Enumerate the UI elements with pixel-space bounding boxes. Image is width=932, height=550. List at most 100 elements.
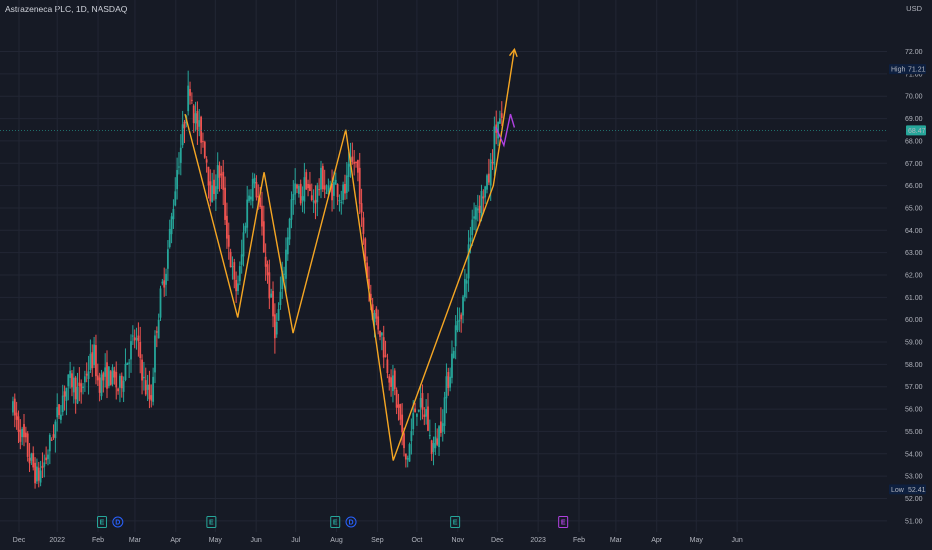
candle-body <box>307 184 309 189</box>
candle-body <box>473 216 475 219</box>
y-tick-label: 58.00 <box>905 362 923 369</box>
candle-body <box>96 375 99 381</box>
candle-body <box>63 391 66 397</box>
candle-body <box>109 371 112 386</box>
candle-body <box>36 466 38 482</box>
candle-body <box>202 141 204 143</box>
candle-body <box>207 166 210 186</box>
candle-body <box>353 162 356 164</box>
candle-body <box>222 171 225 190</box>
candle-body <box>288 218 291 240</box>
y-tick-label: 68.00 <box>905 138 923 145</box>
candle-body <box>301 196 304 201</box>
candle-body <box>220 173 223 176</box>
candle-body <box>52 434 55 438</box>
candle-body <box>384 355 387 357</box>
candle-body <box>441 423 444 432</box>
x-tick-label: Jul <box>291 537 300 544</box>
candle-body <box>439 421 442 433</box>
candle-body <box>380 332 383 336</box>
candle-body <box>340 202 343 204</box>
candle-body <box>438 426 440 448</box>
candle-body <box>124 363 127 381</box>
candle-body <box>393 370 396 390</box>
candle-body <box>131 335 134 337</box>
candle-body <box>404 453 407 460</box>
candle-body <box>196 110 199 130</box>
candle-body <box>107 366 110 387</box>
candle-body <box>122 380 125 392</box>
candle-body <box>159 288 162 318</box>
candle-body <box>253 177 256 184</box>
candle-body <box>338 200 341 202</box>
high-value-bg <box>906 64 926 75</box>
event-letter: E <box>100 520 105 527</box>
candle-body <box>190 99 193 101</box>
x-tick-label: Mar <box>610 537 623 544</box>
candle-body <box>255 182 258 198</box>
candle-body <box>366 262 369 278</box>
candle-body <box>216 165 219 189</box>
candle-body <box>135 338 138 340</box>
candle-body <box>21 428 24 438</box>
candle-body <box>214 186 217 200</box>
candle-body <box>198 120 201 127</box>
last-price-value-bg <box>906 125 926 136</box>
event-dividend-marker <box>112 516 124 528</box>
candle-body <box>386 359 389 374</box>
x-tick-label: Feb <box>573 537 585 544</box>
candle-body <box>270 293 273 298</box>
candle-body <box>379 330 381 337</box>
candle-body <box>172 208 175 220</box>
candle-body <box>261 205 263 227</box>
candle-body <box>318 189 321 191</box>
candle-body <box>58 404 60 416</box>
candle-body <box>85 373 88 376</box>
x-tick-label: Sep <box>371 537 384 544</box>
y-tick-label: 60.00 <box>905 317 923 324</box>
y-tick-label: 62.00 <box>905 273 923 280</box>
candle-body <box>480 191 483 219</box>
pattern-drawing <box>184 47 518 461</box>
event-earnings-marker <box>206 516 217 528</box>
candle-body <box>403 433 405 449</box>
candle-body <box>395 389 398 408</box>
candle-body <box>189 89 191 96</box>
candle-body <box>47 454 49 460</box>
candle-body <box>421 393 424 410</box>
candle-body <box>113 370 116 378</box>
candle-body <box>194 113 197 124</box>
candle-body <box>213 179 215 194</box>
candle-body <box>484 186 487 198</box>
candle-body <box>39 470 42 483</box>
candle-body <box>355 161 357 164</box>
candle-body <box>487 173 490 183</box>
candle-body <box>286 237 289 255</box>
candle-body <box>76 386 79 404</box>
candle-body <box>178 166 180 168</box>
x-tick-label: Jun <box>731 537 742 544</box>
candle-body <box>56 407 59 418</box>
candle-body <box>28 457 31 464</box>
x-tick-label: 2022 <box>49 537 65 544</box>
candle-body <box>478 205 481 213</box>
y-tick-label: 53.00 <box>905 474 923 481</box>
candle-body <box>218 165 221 178</box>
event-earnings-marker <box>330 516 341 528</box>
candle-body <box>499 118 501 124</box>
candle-body <box>37 467 40 481</box>
candle-body <box>467 244 470 279</box>
candle-body <box>209 181 212 202</box>
candle-body <box>30 453 33 461</box>
candle-body <box>100 374 103 397</box>
candle-body <box>229 251 232 268</box>
candle-body <box>161 281 164 284</box>
candle-body <box>242 232 245 257</box>
candle-body <box>181 124 184 146</box>
high-value: 71.21 <box>908 67 926 74</box>
currency-label: USD <box>906 4 922 13</box>
event-letter: E <box>561 520 566 527</box>
candle-body <box>489 159 492 186</box>
candles <box>12 70 503 489</box>
